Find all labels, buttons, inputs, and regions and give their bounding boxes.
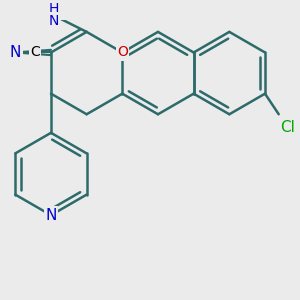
Text: H: H (48, 2, 59, 16)
Text: C: C (30, 46, 40, 59)
Text: N: N (48, 14, 59, 28)
Text: N: N (45, 208, 57, 223)
Text: N: N (10, 45, 21, 60)
Text: Cl: Cl (280, 120, 295, 135)
Text: O: O (117, 46, 128, 59)
